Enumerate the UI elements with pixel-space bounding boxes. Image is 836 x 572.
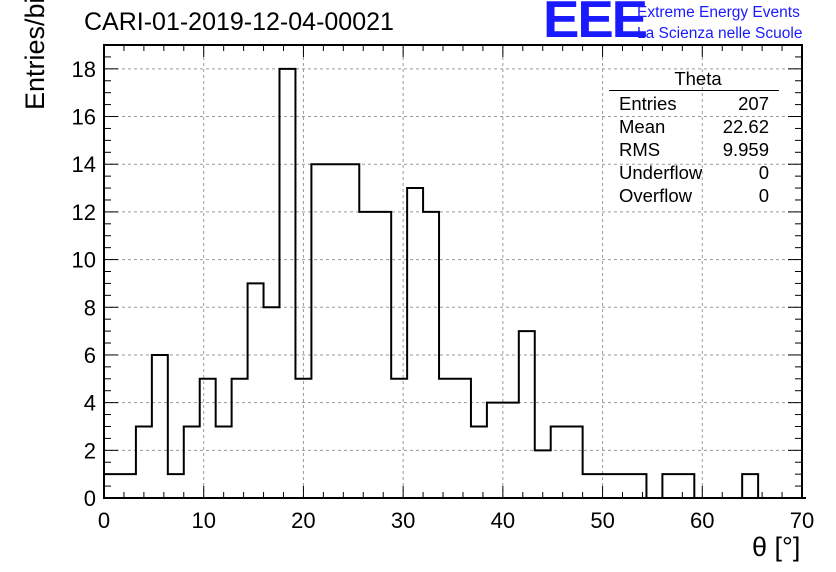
histogram-bin — [519, 331, 535, 498]
stats-value: 22.62 — [722, 116, 769, 137]
chart-title: CARI-01-2019-12-04-00021 — [84, 8, 394, 36]
histogram-bin — [583, 474, 599, 498]
x-tick-label: 70 — [790, 508, 814, 533]
histogram-bin — [535, 450, 551, 498]
histogram-bin — [615, 474, 631, 498]
stats-title: Theta — [674, 68, 722, 89]
stats-row: Entries 207 — [609, 92, 779, 115]
stats-label: Entries — [619, 93, 677, 114]
histogram-bin — [152, 355, 168, 498]
stats-box: Theta Entries 207 Mean 22.62 RMS 9.959 Unde… — [609, 68, 779, 207]
histogram-bin — [136, 426, 152, 498]
histogram-bin — [630, 474, 646, 498]
histogram-bin — [439, 379, 455, 498]
x-tick-label: 40 — [491, 508, 515, 533]
histogram-bin — [343, 164, 359, 498]
stats-label: Mean — [619, 116, 666, 137]
y-tick-label: 8 — [84, 295, 96, 320]
histogram-bin — [216, 426, 232, 498]
histogram-bin — [487, 403, 503, 498]
stats-label: Overflow — [619, 185, 692, 206]
x-tick-label: 50 — [590, 508, 614, 533]
y-tick-label: 2 — [84, 438, 96, 463]
y-tick-label: 0 — [84, 486, 96, 511]
histogram-bin — [104, 474, 120, 498]
y-tick-label: 4 — [84, 391, 96, 416]
y-tick-label: 12 — [72, 200, 96, 225]
histogram-bin — [327, 164, 343, 498]
y-axis-label: Entries/bin — [20, 0, 50, 110]
x-axis-label: θ [°] — [752, 532, 801, 562]
x-tick-label: 20 — [291, 508, 315, 533]
x-tick-label: 0 — [98, 508, 110, 533]
stats-row: Mean 22.62 — [609, 115, 779, 138]
stats-value: 0 — [758, 162, 769, 183]
eee-logo-text: Extreme Energy Events La Scienza nelle S… — [637, 2, 802, 44]
y-tick-label: 14 — [72, 152, 96, 177]
histogram-bin — [295, 379, 311, 498]
histogram-bin — [423, 212, 439, 498]
histogram-bin — [678, 474, 694, 498]
stats-value: 9.959 — [722, 139, 769, 160]
stats-label: RMS — [619, 139, 661, 160]
eee-logo: EEE — [543, 0, 648, 49]
histogram-bin — [375, 212, 391, 498]
histogram-bin — [471, 426, 487, 498]
histogram-bin — [742, 474, 758, 498]
histogram-bin — [279, 69, 295, 498]
histogram-bin — [567, 426, 583, 498]
histogram-bin — [264, 307, 280, 498]
histogram-bin — [311, 164, 327, 498]
logo-line-2: La Scienza nelle Scuole — [637, 25, 803, 42]
stats-row: Overflow 0 — [609, 184, 779, 207]
y-tick-label: 18 — [72, 57, 96, 82]
histogram-bin — [120, 474, 136, 498]
stats-label: Underflow — [619, 162, 703, 183]
plot-frame — [103, 44, 803, 499]
histogram-bin — [503, 403, 519, 498]
y-tick-label: 10 — [72, 248, 96, 273]
histogram-bin — [184, 426, 200, 498]
y-tick-label: 6 — [84, 343, 96, 368]
histogram-bin — [359, 212, 375, 498]
x-tick-label: 30 — [391, 508, 415, 533]
histogram-bin — [407, 188, 423, 498]
histogram-bin — [662, 474, 678, 498]
histogram-bin — [248, 283, 264, 498]
histogram-bin — [599, 474, 615, 498]
histogram-bin — [455, 379, 471, 498]
histogram-bin — [200, 379, 216, 498]
histogram-bin — [391, 379, 407, 498]
histogram-bin — [232, 379, 248, 498]
stats-value: 0 — [758, 185, 769, 206]
stats-row: Underflow 0 — [609, 161, 779, 184]
histogram-outline — [103, 67, 806, 499]
histogram-bin — [168, 474, 184, 498]
stats-divider — [609, 90, 779, 91]
x-tick-label: 60 — [690, 508, 714, 533]
stats-value: 207 — [738, 93, 769, 114]
x-tick-label: 10 — [191, 508, 215, 533]
histogram-bin — [551, 426, 567, 498]
stats-row: RMS 9.959 — [609, 138, 779, 161]
logo-line-1: Extreme Energy Events — [637, 4, 800, 21]
y-tick-label: 16 — [72, 105, 96, 130]
